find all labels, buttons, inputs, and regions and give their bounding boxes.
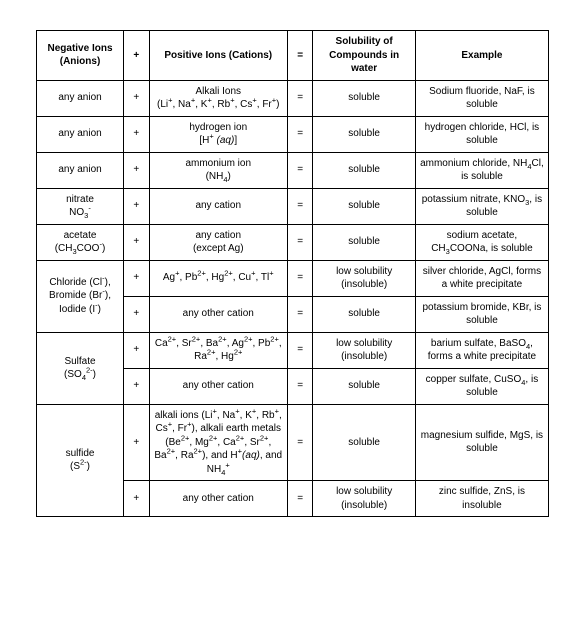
cell-sol: low solubility (insoluble) (313, 481, 415, 517)
cell-sol: soluble (313, 116, 415, 152)
cell-plus: + (124, 332, 150, 368)
cell-ex: sodium acetate, CH3COONa, is soluble (415, 224, 548, 260)
cell-plus: + (124, 404, 150, 481)
cell-eq: = (287, 116, 313, 152)
cell-eq: = (287, 260, 313, 296)
table-body: any anion+Alkali Ions(Li+, Na+, K+, Rb+,… (37, 80, 549, 517)
cell-sol: soluble (313, 224, 415, 260)
cell-cation: any other cation (149, 368, 287, 404)
cell-sol: soluble (313, 188, 415, 224)
col-header-ex: Example (415, 31, 548, 81)
cell-ex: barium sulfate, BaSO4, forms a white pre… (415, 332, 548, 368)
cell-anion: Sulfate(SO42-) (37, 332, 124, 404)
cell-cation: Ag+, Pb2+, Hg2+, Cu+, Tl+ (149, 260, 287, 296)
cell-ex: silver chloride, AgCl, forms a white pre… (415, 260, 548, 296)
cell-plus: + (124, 80, 150, 116)
cell-plus: + (124, 260, 150, 296)
col-header-sol: Solubility of Compounds in water (313, 31, 415, 81)
table-row: any anion+hydrogen ion[H+ (aq)]=solubleh… (37, 116, 549, 152)
cell-cation: Ca2+, Sr2+, Ba2+, Ag2+, Pb2+, Ra2+, Hg2+ (149, 332, 287, 368)
header-row: Negative Ions (Anions)+Positive Ions (Ca… (37, 31, 549, 81)
cell-eq: = (287, 368, 313, 404)
cell-anion: sulfide(S2-) (37, 404, 124, 517)
cell-cation: ammonium ion(NH4) (149, 152, 287, 188)
page: Negative Ions (Anions)+Positive Ions (Ca… (0, 0, 585, 625)
cell-plus: + (124, 481, 150, 517)
cell-eq: = (287, 404, 313, 481)
col-header-cation: Positive Ions (Cations) (149, 31, 287, 81)
cell-ex: ammonium chloride, NH4Cl, is soluble (415, 152, 548, 188)
cell-anion: nitrateNO3- (37, 188, 124, 224)
cell-eq: = (287, 152, 313, 188)
col-header-plus: + (124, 31, 150, 81)
table-row: any anion+ammonium ion(NH4)=solubleammon… (37, 152, 549, 188)
cell-sol: low solubility (insoluble) (313, 260, 415, 296)
cell-ex: copper sulfate, CuSO4, is soluble (415, 368, 548, 404)
cell-plus: + (124, 152, 150, 188)
cell-ex: Sodium fluoride, NaF, is soluble (415, 80, 548, 116)
cell-cation: any cation (149, 188, 287, 224)
cell-plus: + (124, 188, 150, 224)
cell-ex: potassium nitrate, KNO3, is soluble (415, 188, 548, 224)
cell-anion: any anion (37, 80, 124, 116)
table-row: acetate(CH3COO-)+any cation(except Ag)=s… (37, 224, 549, 260)
cell-sol: soluble (313, 296, 415, 332)
cell-sol: soluble (313, 404, 415, 481)
cell-eq: = (287, 332, 313, 368)
cell-anion: Chloride (Cl-), Bromide (Br-), Iodide (I… (37, 260, 124, 332)
cell-cation: hydrogen ion[H+ (aq)] (149, 116, 287, 152)
cell-anion: any anion (37, 152, 124, 188)
table-row: sulfide(S2-)+alkali ions (Li+, Na+, K+, … (37, 404, 549, 481)
cell-plus: + (124, 116, 150, 152)
table-row: nitrateNO3-+any cation=solublepotassium … (37, 188, 549, 224)
cell-plus: + (124, 224, 150, 260)
cell-ex: magnesium sulfide, MgS, is soluble (415, 404, 548, 481)
cell-sol: soluble (313, 80, 415, 116)
col-header-eq: = (287, 31, 313, 81)
table-row: any anion+Alkali Ions(Li+, Na+, K+, Rb+,… (37, 80, 549, 116)
solubility-table: Negative Ions (Anions)+Positive Ions (Ca… (36, 30, 549, 517)
cell-cation: alkali ions (Li+, Na+, K+, Rb+, Cs+, Fr+… (149, 404, 287, 481)
cell-ex: potassium bromide, KBr, is soluble (415, 296, 548, 332)
col-header-anion: Negative Ions (Anions) (37, 31, 124, 81)
cell-eq: = (287, 481, 313, 517)
cell-cation: any cation(except Ag) (149, 224, 287, 260)
table-row: Chloride (Cl-), Bromide (Br-), Iodide (I… (37, 260, 549, 296)
cell-ex: zinc sulfide, ZnS, is insoluble (415, 481, 548, 517)
cell-eq: = (287, 296, 313, 332)
table-row: Sulfate(SO42-)+Ca2+, Sr2+, Ba2+, Ag2+, P… (37, 332, 549, 368)
cell-eq: = (287, 224, 313, 260)
cell-plus: + (124, 296, 150, 332)
cell-eq: = (287, 80, 313, 116)
cell-sol: low solubility (insoluble) (313, 332, 415, 368)
cell-anion: acetate(CH3COO-) (37, 224, 124, 260)
cell-cation: any other cation (149, 296, 287, 332)
cell-plus: + (124, 368, 150, 404)
cell-sol: soluble (313, 152, 415, 188)
cell-eq: = (287, 188, 313, 224)
cell-cation: Alkali Ions(Li+, Na+, K+, Rb+, Cs+, Fr+) (149, 80, 287, 116)
cell-ex: hydrogen chloride, HCl, is soluble (415, 116, 548, 152)
cell-sol: soluble (313, 368, 415, 404)
cell-cation: any other cation (149, 481, 287, 517)
cell-anion: any anion (37, 116, 124, 152)
table-head: Negative Ions (Anions)+Positive Ions (Ca… (37, 31, 549, 81)
